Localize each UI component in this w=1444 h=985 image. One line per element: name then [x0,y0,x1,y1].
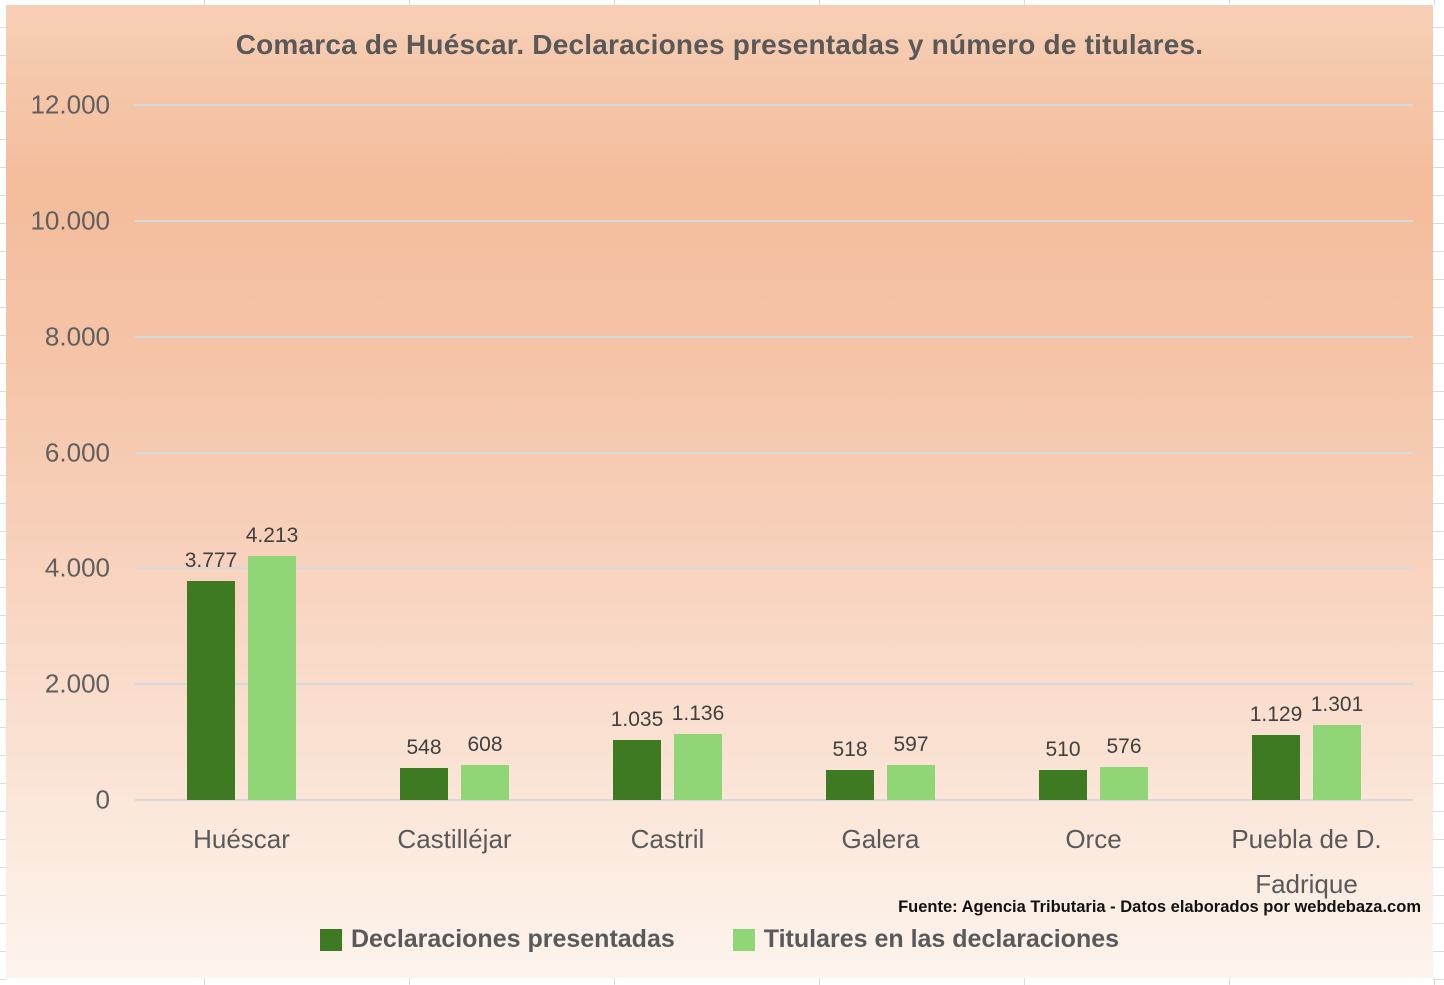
y-tick-label: 2.000 [44,668,110,699]
legend-label: Declaraciones presentadas [350,925,675,953]
legend-item: Titulares en las declaraciones [732,925,1120,954]
x-category-label: Huéscar [193,824,290,854]
worksheet-gridlines-bottom [0,978,1444,985]
bar-value-label: 510 [1045,738,1081,762]
bar-value-label: 608 [467,732,503,756]
y-tick-label: 0 [95,784,110,815]
gridline [135,799,1413,801]
gridline [135,219,1413,222]
bar-group: 510 576 [987,105,1200,800]
bar-value-label: 4.213 [245,524,299,547]
bar-group: 1.035 1.136 [561,105,774,800]
gridline [135,683,1413,686]
gridline [135,104,1413,106]
legend-swatch-icon [732,928,755,951]
bar-declaraciones: 1.035 [611,708,663,800]
bar-titulares: 1.301 [1311,693,1363,800]
bar-value-label: 576 [1106,734,1142,758]
x-category-label: Castril [630,824,705,854]
source-note: Fuente: Agencia Tributaria - Datos elabo… [898,898,1421,916]
gridline [135,335,1413,338]
bar-titulares: 4.213 [246,524,298,800]
plot-area: 3.777 4.213 548 608 1.035 1.136 518 597 510 576 1.… [135,104,1413,801]
bar-group: 518 597 [774,105,987,800]
bar-declaraciones: 548 [400,736,448,800]
y-axis-labels: 0 2.000 4.000 6.000 8.000 10.000 12.000 [6,90,110,815]
y-tick-label: 10.000 [30,205,110,236]
x-category-label: Orce [1065,824,1122,854]
bar-group: 3.777 4.213 [135,105,348,800]
bar-value-label: 1.301 [1310,692,1364,716]
bar-declaraciones: 518 [826,738,874,800]
bar-titulares: 608 [461,733,509,800]
bar-declaraciones: 1.129 [1250,703,1302,800]
y-tick-label: 8.000 [44,321,110,352]
gridline [135,451,1413,454]
gridline [135,567,1413,570]
bar-titulares: 597 [887,733,935,800]
bar-group: 548 608 [348,105,561,800]
bar-value-label: 1.129 [1249,702,1303,726]
bar-titulares: 1.136 [672,702,724,800]
x-category-label: Galera [841,824,920,854]
y-tick-label: 4.000 [44,552,110,583]
bar-value-label: 597 [893,733,929,757]
chart-container: Comarca de Huéscar. Declaraciones presen… [6,5,1433,978]
chart-title: Comarca de Huéscar. Declaraciones presen… [235,29,1204,60]
bar-value-label: 548 [406,736,442,760]
bar-declaraciones: 3.777 [185,549,237,800]
legend: Declaraciones presentadas Titulares en la… [6,925,1433,954]
bar-value-label: 1.035 [610,708,664,732]
legend-label: Titulares en las declaraciones [763,925,1120,953]
y-tick-label: 6.000 [44,437,110,467]
bar-value-label: 518 [832,738,868,761]
worksheet-gridlines-right [1433,0,1444,985]
bar-value-label: 3.777 [184,549,238,573]
legend-item: Declaraciones presentadas [319,925,675,954]
x-category-label: Castilléjar [397,824,512,854]
legend-swatch-icon [319,928,342,951]
bar-value-label: 1.136 [671,702,725,726]
bar-titulares: 576 [1100,735,1148,800]
bar-declaraciones: 510 [1039,738,1087,800]
bar-group: 1.129 1.301 [1200,105,1413,800]
x-category-label: Puebla de D. Fadrique [1231,824,1382,899]
y-tick-label: 12.000 [30,89,110,120]
x-axis-labels: Huéscar Castilléjar Castril Galera Orce Puebl… [135,817,1413,907]
